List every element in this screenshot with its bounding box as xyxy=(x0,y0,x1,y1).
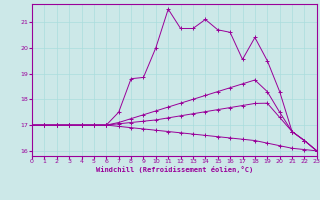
X-axis label: Windchill (Refroidissement éolien,°C): Windchill (Refroidissement éolien,°C) xyxy=(96,166,253,173)
